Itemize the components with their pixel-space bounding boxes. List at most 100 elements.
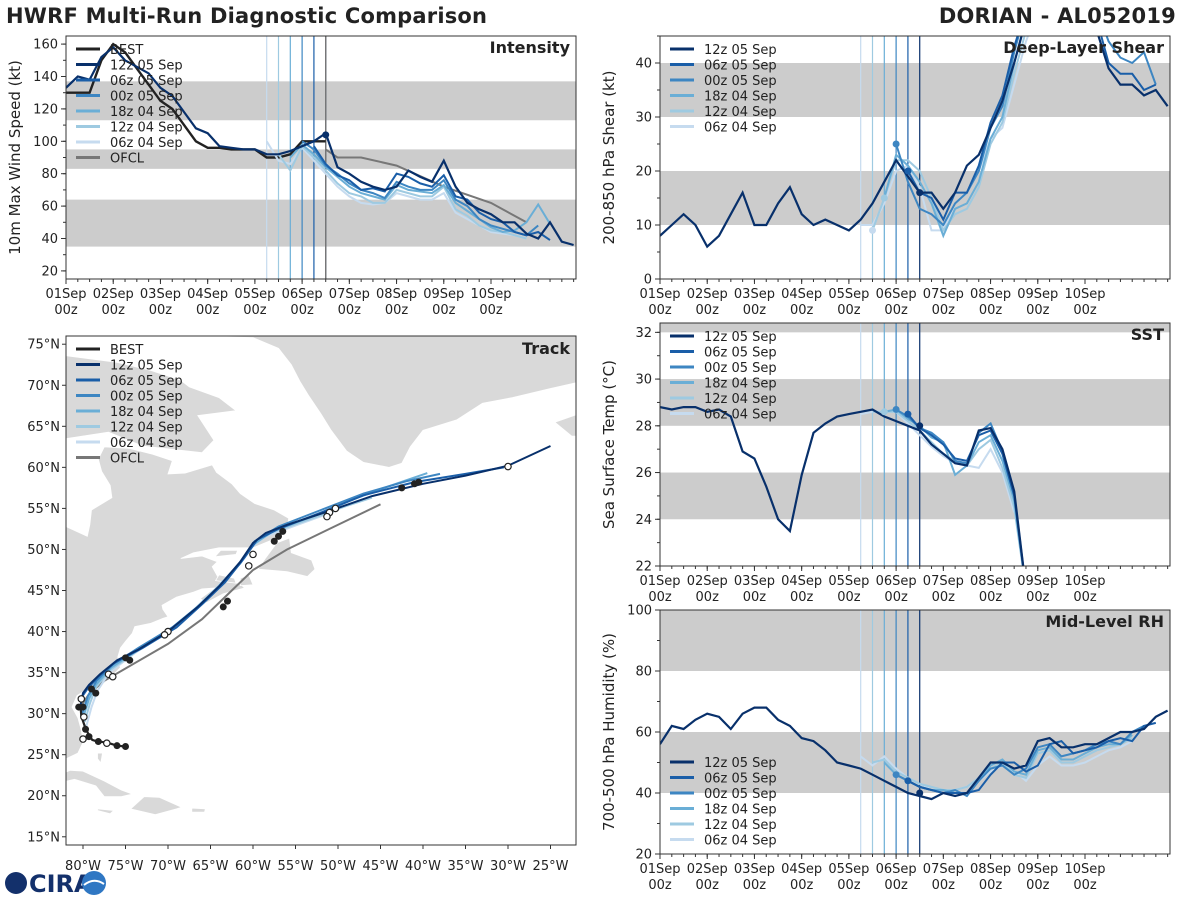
intensity-xtick-label-hour: 00z (432, 303, 456, 318)
rh-init-marker (904, 777, 912, 785)
sst-xtick-label-day: 05Sep (828, 574, 869, 589)
shear-xtick-label-hour: 00z (1026, 303, 1050, 318)
intensity-ytick-label: 120 (33, 102, 58, 117)
rh-xtick-label-hour: 00z (790, 878, 814, 893)
track-best-dot (82, 725, 90, 733)
shear-xtick-label-hour: 00z (884, 303, 908, 318)
intensity-xtick-label-day: 04Sep (187, 287, 228, 302)
rh-xtick-label-day: 07Sep (923, 862, 964, 877)
figure-title-left: HWRF Multi-Run Diagnostic Comparison (6, 4, 488, 28)
rh-plot-area (660, 610, 1170, 854)
sst-xtick-label-day: 07Sep (923, 574, 964, 589)
intensity-xtick-label-hour: 00z (338, 303, 362, 318)
track-night-dot (80, 713, 88, 721)
track-night-dot (323, 512, 331, 521)
track-xtick-label: 55°W (278, 859, 314, 874)
intensity-xtick-label-hour: 00z (290, 303, 314, 318)
track-xtick-label: 45°W (363, 859, 399, 874)
track-xtick-label: 60°W (235, 859, 271, 874)
intensity-ytick-label: 20 (41, 264, 58, 279)
track-best-dot (113, 742, 121, 750)
sst-xtick-label-day: 08Sep (970, 574, 1011, 589)
sst-ytick-label: 28 (635, 419, 652, 434)
sst-init-marker (892, 405, 900, 413)
intensity-series-line (66, 45, 574, 247)
shear-xtick-label-day: 08Sep (970, 287, 1011, 302)
rh-xtick-label-day: 02Sep (687, 862, 728, 877)
track-map-area (66, 336, 576, 845)
intensity-xtick-label-day: 06Sep (282, 287, 323, 302)
rh-xtick-label-hour: 00z (1026, 878, 1050, 893)
rh-series-line (907, 721, 1157, 794)
figure-title-right: DORIAN - AL052019 (938, 4, 1176, 28)
shear-init-marker (892, 140, 900, 148)
intensity-ytick-label: 40 (41, 232, 58, 247)
shear-ytick-label: 40 (635, 57, 652, 72)
intensity-legend-label: OFCL (110, 152, 145, 167)
intensity-xtick-label-day: 10Sep (470, 287, 511, 302)
intensity-xtick-label-day: 05Sep (234, 287, 275, 302)
shear-ylabel: 200-850 hPa Shear (kt) (600, 71, 618, 245)
shear-xtick-label-hour: 00z (837, 303, 861, 318)
sst-xtick-label-day: 04Sep (781, 574, 822, 589)
track-xtick-label: 70°W (150, 859, 186, 874)
shear-series-line (895, 36, 1157, 227)
shear-xtick-label-day: 02Sep (687, 287, 728, 302)
land-hispaniola (129, 796, 183, 816)
rh-legend-label: 12z 05 Sep (704, 756, 777, 771)
intensity-ytick-label: 100 (33, 135, 58, 150)
shear-xtick-label-hour: 00z (696, 303, 720, 318)
track-legend-label: OFCL (110, 452, 145, 467)
land-newfoundland (257, 537, 316, 577)
sst-frame (659, 322, 1171, 567)
sst-band (660, 379, 1170, 426)
rh-xtick-label-hour: 00z (743, 878, 767, 893)
shear-ytick-label: 20 (635, 165, 652, 180)
intensity-xtick-label-hour: 00z (196, 303, 220, 318)
intensity-xtick-label-hour: 00z (54, 303, 78, 318)
shear-xtick-label-day: 10Sep (1064, 287, 1105, 302)
shear-legend-label: 12z 04 Sep (704, 105, 777, 120)
sst-xtick-label-hour: 00z (1073, 590, 1097, 605)
sst-xtick-label-day: 03Sep (734, 574, 775, 589)
track-day-dot (270, 537, 278, 545)
shear-xtick-label-day: 04Sep (781, 287, 822, 302)
track-ytick-label: 40°N (27, 625, 60, 640)
rh-xtick-label-hour: 00z (884, 878, 908, 893)
sst-ytick-label: 24 (635, 513, 652, 528)
intensity-xtick-label-day: 07Sep (329, 287, 370, 302)
sst-xtick-label-hour: 00z (837, 590, 861, 605)
track-ytick-label: 60°N (27, 461, 60, 476)
rh-legend-label: 12z 04 Sep (704, 818, 777, 833)
intensity-series-line (313, 145, 551, 241)
sst-legend-label: 06z 04 Sep (704, 408, 777, 423)
sst-xtick-label-hour: 00z (743, 590, 767, 605)
shear-ytick-label: 30 (635, 111, 652, 126)
intensity-series-line (277, 144, 527, 240)
track-xtick-label: 35°W (448, 859, 484, 874)
intensity-xtick-label-hour: 00z (385, 303, 409, 318)
sst-xtick-label-day: 09Sep (1017, 574, 1058, 589)
track-day-dot (279, 527, 287, 535)
sst-legend-label: 18z 04 Sep (704, 377, 777, 392)
intensity-series-ofcl (325, 148, 527, 224)
sst-band (660, 323, 1170, 333)
land-anticosti (213, 549, 239, 558)
land-puerto-rico (191, 807, 206, 813)
track-best-dot (85, 733, 93, 741)
intensity-legend-label: 06z 05 Sep (110, 74, 183, 89)
track-day-dot (398, 484, 406, 492)
shear-series-line (871, 36, 1026, 233)
sst-ytick-label: 30 (635, 373, 652, 388)
track-series-line (79, 445, 551, 706)
track-night-dot (331, 504, 340, 513)
track-night-dot (103, 739, 111, 748)
shear-ytick-label: 10 (635, 219, 652, 234)
intensity-legend-label: 06z 04 Sep (110, 136, 183, 151)
sst-series-line (884, 408, 1024, 566)
intensity-ytick-label: 160 (33, 38, 58, 53)
track-best-dot (79, 703, 87, 711)
